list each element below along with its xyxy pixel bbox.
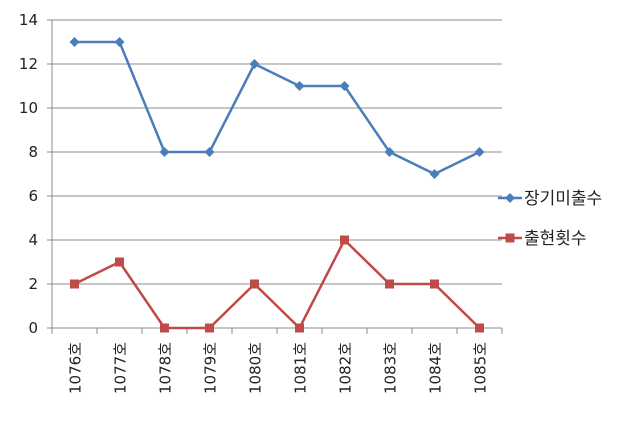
data-point (384, 147, 395, 157)
y-tick-label: 8 (28, 143, 38, 161)
data-point (430, 279, 439, 289)
data-point (160, 323, 169, 333)
data-point (429, 169, 440, 179)
data-point (474, 147, 485, 157)
series-1 (69, 37, 485, 179)
series-group (69, 37, 485, 333)
data-point (475, 323, 484, 333)
gridlines (52, 19, 502, 285)
data-point (69, 37, 80, 47)
x-tick-label: 1083호 (382, 342, 400, 394)
legend-label: 출현횟수 (524, 229, 587, 249)
x-tick-label: 1079호 (202, 342, 220, 394)
y-tick-label: 12 (19, 55, 38, 73)
x-tick-label: 1077호 (112, 342, 130, 394)
y-tick-label: 0 (28, 319, 38, 337)
series-2 (70, 235, 484, 333)
data-point (385, 279, 394, 289)
y-tick-label: 4 (28, 231, 38, 249)
x-tick-label: 1080호 (247, 342, 265, 394)
y-tick-label: 2 (28, 275, 38, 293)
data-point (204, 147, 215, 157)
y-axis-ticks: 0 2 4 6 8 10 12 14 (19, 11, 52, 337)
series-line (73, 238, 481, 330)
legend-marker (505, 233, 515, 243)
data-point (339, 81, 350, 91)
x-tick-label: 1082호 (337, 342, 355, 394)
x-tick-label: 1076호 (67, 342, 85, 394)
data-point (114, 37, 125, 47)
data-point (205, 323, 214, 333)
data-point (249, 59, 260, 69)
y-tick-label: 10 (19, 99, 38, 117)
legend-item-2: 출현횟수 (498, 229, 587, 249)
x-axis-ticks: 1076호 1077호 1078호 1079호 1080호 1081호 1082호 1083호… (51, 328, 503, 394)
legend-item-1: 장기미출수 (498, 189, 602, 209)
series-line (74, 40, 481, 176)
data-point (159, 147, 170, 157)
x-tick-label: 1084호 (427, 342, 445, 394)
data-point (295, 323, 304, 333)
y-tick-label: 14 (19, 11, 38, 29)
data-point (340, 235, 349, 245)
x-tick-label: 1081호 (292, 342, 310, 394)
legend-marker (505, 193, 515, 203)
y-tick-label: 6 (28, 187, 38, 205)
x-tick-label: 1078호 (157, 342, 175, 394)
data-point (250, 279, 259, 289)
data-point (115, 257, 124, 267)
data-point (294, 81, 305, 91)
legend-label: 장기미출수 (524, 189, 602, 209)
data-point (70, 279, 79, 289)
x-tick-label: 1085호 (472, 342, 490, 394)
